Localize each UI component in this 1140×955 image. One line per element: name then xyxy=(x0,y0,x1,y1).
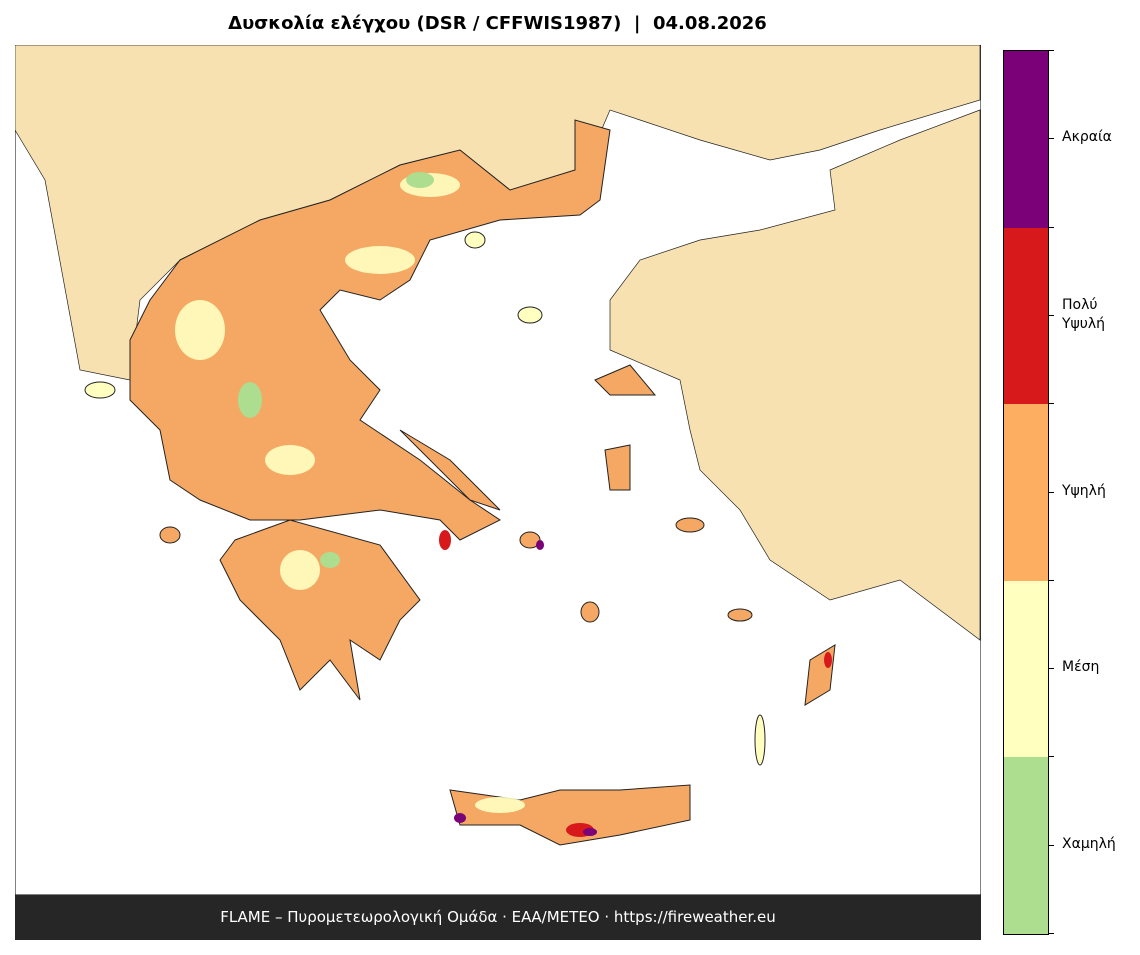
patch xyxy=(320,552,340,568)
island xyxy=(754,714,766,766)
patch xyxy=(265,445,315,475)
footer: FLAME – Πυρομετεωρολογική Ομάδα · ΕΑΑ/ME… xyxy=(15,895,981,940)
colorbar-edge-tick xyxy=(1048,403,1054,405)
colorbar-label: Υψηλή xyxy=(1062,482,1106,499)
turkey xyxy=(609,109,981,641)
colorbar-edge-tick xyxy=(1048,756,1054,758)
patch xyxy=(238,382,262,418)
colorbar-label: Ακραία xyxy=(1062,129,1112,146)
map-title: Δυσκολία ελέγχου (DSR / CFFWIS1987) | 04… xyxy=(228,13,767,34)
island xyxy=(84,381,116,399)
colorbar-edge-tick xyxy=(1048,50,1054,51)
patch xyxy=(280,550,320,590)
island xyxy=(464,231,486,249)
patch xyxy=(475,797,525,813)
colorbar-tick xyxy=(1048,844,1054,846)
colorbar-label: Πολύ Υψυλή xyxy=(1062,296,1106,332)
colorbar-tick xyxy=(1048,314,1054,316)
colorbar-label: Μέση xyxy=(1062,659,1100,676)
colorbar-label: Χαμηλή xyxy=(1062,835,1116,852)
colorbar-segment xyxy=(1004,51,1048,228)
patch xyxy=(406,172,434,188)
mainland xyxy=(129,119,611,541)
extreme-spots xyxy=(454,540,597,836)
colorbar xyxy=(1003,50,1049,935)
colorbar-edge-tick xyxy=(1048,226,1054,228)
map xyxy=(15,45,981,895)
peloponnese xyxy=(219,519,421,701)
spot xyxy=(583,828,597,836)
chios xyxy=(604,444,631,491)
green-patches xyxy=(238,172,434,568)
island xyxy=(675,517,705,533)
island xyxy=(727,608,753,622)
colorbar-segment xyxy=(1004,404,1048,581)
hot-spots xyxy=(439,530,832,837)
spot xyxy=(454,813,466,823)
patch xyxy=(345,246,415,274)
spot xyxy=(439,530,451,550)
island xyxy=(580,601,600,623)
lesvos xyxy=(594,364,657,396)
colorbar-tick xyxy=(1048,138,1054,140)
colorbar-segment xyxy=(1004,580,1048,758)
spot xyxy=(824,652,832,668)
colorbar-edge-tick xyxy=(1048,933,1054,934)
patch xyxy=(175,300,225,360)
colorbar-tick xyxy=(1048,491,1054,493)
spot xyxy=(536,540,544,550)
colorbar-edge-tick xyxy=(1048,579,1054,581)
colorbar-segment xyxy=(1004,227,1048,405)
island xyxy=(159,526,181,544)
colorbar-segment xyxy=(1004,757,1048,934)
island xyxy=(517,306,543,324)
colorbar-tick xyxy=(1048,668,1054,670)
evia xyxy=(399,429,501,511)
